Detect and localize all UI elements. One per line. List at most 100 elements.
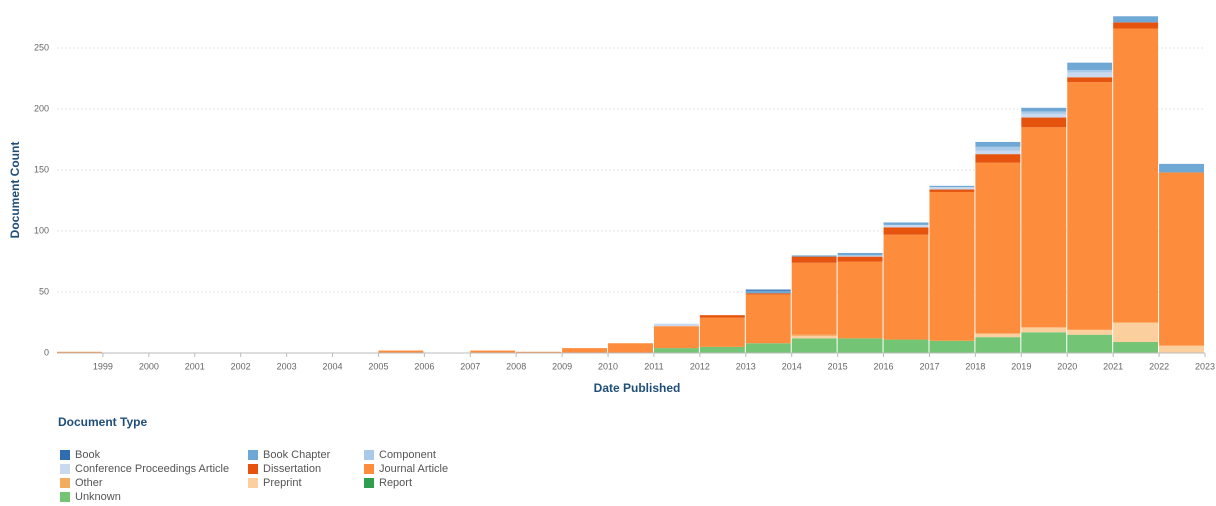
legend-label: Book Chapter xyxy=(263,449,331,461)
bar-segment xyxy=(791,255,837,257)
bar-segment xyxy=(975,150,1021,155)
x-tick-label: 2015 xyxy=(828,361,848,371)
bar-segment xyxy=(837,338,883,353)
y-tick-label: 100 xyxy=(34,225,49,235)
bar-segment xyxy=(1159,172,1204,346)
x-tick-label: 2011 xyxy=(644,361,663,371)
legend-label: Report xyxy=(379,477,412,489)
bar-segment xyxy=(837,256,883,262)
legend-label: Book xyxy=(75,449,101,461)
legend-swatch xyxy=(364,450,374,460)
legend-swatch xyxy=(364,464,374,474)
bar-segment xyxy=(608,343,653,353)
x-tick-label: 2000 xyxy=(139,361,159,371)
x-tick-label: 2017 xyxy=(919,361,939,371)
y-tick-label: 50 xyxy=(39,286,49,296)
legend-label: Component xyxy=(379,449,436,461)
bar-segment xyxy=(883,222,929,225)
x-tick-label: 2007 xyxy=(460,361,480,371)
x-tick-label: 2009 xyxy=(552,361,572,371)
bar-segment xyxy=(883,234,929,340)
x-tick-label: 2021 xyxy=(1103,361,1123,371)
legend-title: Document Type xyxy=(58,415,147,429)
y-tick-label: 150 xyxy=(34,164,49,174)
bar-segment xyxy=(57,351,102,353)
legend-label: Conference Proceedings Article xyxy=(75,463,229,475)
x-tick-label: 1999 xyxy=(93,361,113,371)
bar-segment xyxy=(1067,72,1113,78)
bar-segment xyxy=(929,185,975,188)
bar-segment xyxy=(1067,77,1113,83)
x-tick-label: 2008 xyxy=(506,361,526,371)
bar-segment xyxy=(1021,107,1067,112)
legend-label: Unknown xyxy=(75,491,121,503)
bar-segment xyxy=(975,162,1021,334)
bar-segment xyxy=(1021,327,1067,333)
x-tick-label: 2012 xyxy=(690,361,710,371)
bar-segment xyxy=(791,335,837,339)
bar-segment xyxy=(791,338,837,353)
legend-swatch xyxy=(60,492,70,502)
y-tick-label: 0 xyxy=(44,347,49,357)
bar-segment xyxy=(975,337,1021,353)
x-tick-label: 2014 xyxy=(782,361,802,371)
bar-segment xyxy=(1067,69,1113,73)
bar-segment xyxy=(1113,16,1159,23)
x-tick-label: 2001 xyxy=(185,361,205,371)
bar-segment xyxy=(699,315,745,318)
bar-segment xyxy=(1067,82,1113,330)
bar-segment xyxy=(699,317,745,347)
legend-swatch xyxy=(248,464,258,474)
bar-segment xyxy=(1067,62,1113,70)
bar-segment xyxy=(1021,117,1067,128)
bar-segment xyxy=(378,350,424,353)
y-tick-label: 200 xyxy=(34,103,49,113)
legend-label: Other xyxy=(75,477,103,489)
bar-segment xyxy=(791,256,837,263)
bar-segment xyxy=(975,333,1021,338)
x-tick-label: 2003 xyxy=(277,361,297,371)
x-tick-label: 2016 xyxy=(874,361,894,371)
bar-segment xyxy=(653,326,699,349)
bar-segment xyxy=(791,262,837,335)
bar-segment xyxy=(975,146,1021,151)
legend-swatch xyxy=(364,478,374,488)
bar-segment xyxy=(1021,111,1067,114)
bar-segment xyxy=(470,350,516,353)
bar-segment xyxy=(699,346,745,353)
bar-segment xyxy=(1021,332,1067,353)
legend-swatch xyxy=(60,478,70,488)
bar-segment xyxy=(975,141,1021,147)
bar-segment xyxy=(1159,345,1204,353)
bar-segment xyxy=(1067,329,1113,335)
x-tick-label: 2019 xyxy=(1011,361,1031,371)
x-tick-label: 2018 xyxy=(965,361,985,371)
x-tick-label: 2013 xyxy=(736,361,756,371)
x-tick-label: 2022 xyxy=(1149,361,1169,371)
bar-segment xyxy=(1113,22,1159,29)
legend-swatch xyxy=(60,464,70,474)
x-tick-label: 2020 xyxy=(1057,361,1077,371)
bar-segment xyxy=(1113,322,1159,343)
bar-segment xyxy=(837,261,883,339)
bar-segment xyxy=(745,290,791,294)
bar-segment xyxy=(653,348,699,353)
x-axis-title: Date Published xyxy=(594,381,681,395)
bar-segment xyxy=(929,191,975,341)
x-tick-label: 2023 xyxy=(1195,361,1215,371)
bar-segment xyxy=(883,227,929,235)
x-tick-label: 2005 xyxy=(368,361,388,371)
bar-segment xyxy=(1113,28,1159,323)
x-tick-label: 2004 xyxy=(323,361,343,371)
bar-segment xyxy=(653,323,699,327)
bar-segment xyxy=(929,189,975,192)
x-tick-label: 2010 xyxy=(598,361,618,371)
bar-segment xyxy=(883,224,929,228)
legend-label: Dissertation xyxy=(263,463,321,475)
bar-segment xyxy=(516,351,562,353)
bar-segment xyxy=(975,154,1021,163)
bar-segment xyxy=(745,343,791,353)
legend-label: Journal Article xyxy=(379,463,448,475)
x-tick-label: 2002 xyxy=(231,361,251,371)
